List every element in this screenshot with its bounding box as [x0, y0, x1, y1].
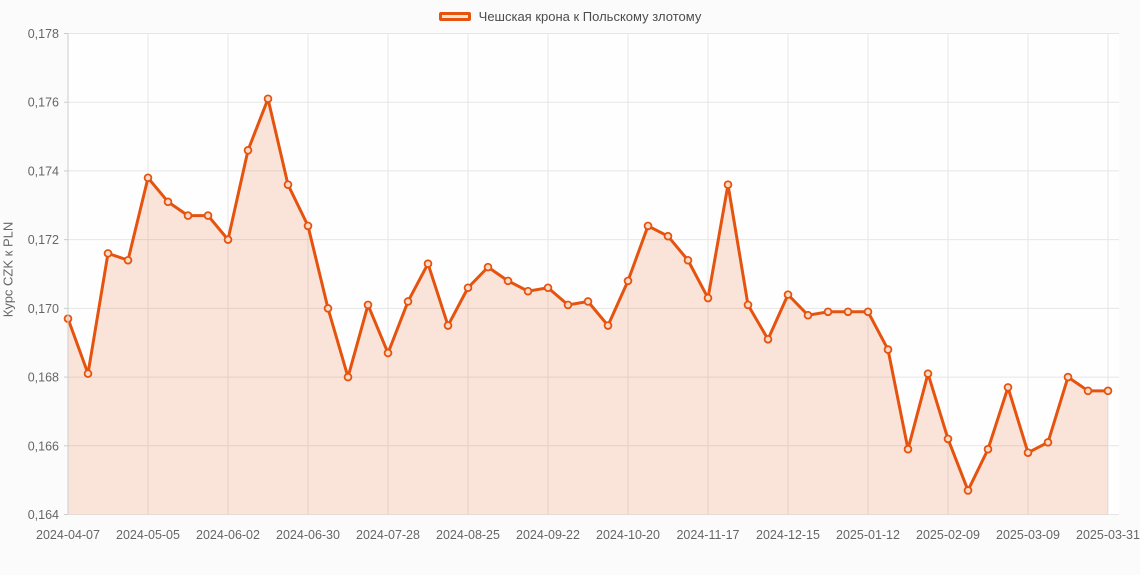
data-point-marker[interactable] [903, 444, 913, 454]
data-point-marker[interactable] [163, 197, 173, 207]
data-point-marker[interactable] [623, 276, 633, 286]
series-area [68, 98, 1108, 515]
data-point-marker[interactable] [1043, 438, 1053, 447]
data-point-marker[interactable] [523, 286, 533, 296]
x-tick-label: 2024-07-28 [356, 528, 420, 542]
y-tick-label: 0,164 [28, 508, 59, 522]
data-point-marker[interactable] [1023, 448, 1033, 457]
data-point-marker[interactable] [883, 345, 893, 354]
x-tick-labels: 2024-04-07 2024-05-05 2024-06-02 2024-06-30… [36, 528, 1140, 542]
y-tick-label: 0,174 [28, 164, 59, 178]
y-tick-label: 0,172 [28, 233, 59, 247]
legend-item[interactable]: Чешская крона к Польскому злотому [0, 6, 1140, 26]
legend-label: Чешская крона к Польскому злотому [478, 8, 702, 24]
data-point-marker[interactable] [763, 334, 773, 344]
data-point-marker[interactable] [563, 300, 573, 310]
data-point-marker[interactable] [143, 173, 153, 183]
x-tick-label: 2024-08-25 [436, 528, 500, 542]
y-axis-ticks [64, 33, 68, 515]
x-tick-label: 2024-06-30 [276, 528, 340, 542]
x-tick-label: 2024-05-05 [116, 528, 180, 542]
data-point-marker[interactable] [483, 262, 493, 272]
data-point-marker[interactable] [743, 300, 753, 310]
y-tick-label: 0,168 [28, 371, 59, 385]
data-point-marker[interactable] [1103, 386, 1113, 396]
data-point-marker[interactable] [683, 255, 693, 265]
data-point-marker[interactable] [363, 300, 373, 310]
data-point-marker[interactable] [263, 94, 273, 104]
data-point-marker[interactable] [223, 235, 233, 244]
data-point-marker[interactable] [703, 293, 713, 303]
data-point-marker[interactable] [323, 304, 333, 313]
data-point-marker[interactable] [1083, 386, 1093, 396]
legend-swatch-icon [438, 11, 471, 21]
data-point-markers [63, 94, 1113, 495]
data-point-marker[interactable] [283, 180, 293, 189]
data-point-marker[interactable] [923, 369, 933, 378]
data-point-marker[interactable] [663, 231, 673, 241]
data-point-marker[interactable] [1063, 372, 1073, 382]
data-point-marker[interactable] [183, 211, 193, 220]
data-point-marker[interactable] [943, 434, 953, 444]
data-point-marker[interactable] [603, 321, 613, 330]
y-axis-title: Курс CZK к PLN [0, 221, 16, 318]
y-tick-label: 0,166 [28, 439, 59, 453]
data-point-marker[interactable] [243, 146, 253, 155]
data-point-marker[interactable] [863, 307, 873, 317]
x-tick-label: 2025-01-12 [836, 528, 900, 542]
x-tick-label: 2025-03-09 [996, 528, 1060, 542]
data-point-marker[interactable] [403, 297, 413, 306]
data-point-marker[interactable] [543, 283, 553, 293]
plot-background [68, 33, 1119, 515]
x-tick-label: 2024-11-17 [676, 528, 739, 542]
data-point-marker[interactable] [723, 180, 733, 189]
data-point-marker[interactable] [423, 259, 433, 268]
y-tick-labels: 0,178 0,176 0,174 0,172 0,170 0,168 0,166 0,164 [28, 27, 59, 522]
data-point-marker[interactable] [583, 297, 593, 306]
x-tick-label: 2024-10-20 [596, 528, 660, 542]
data-point-marker[interactable] [643, 221, 653, 231]
vertical-gridlines [67, 33, 1109, 515]
data-point-marker[interactable] [963, 486, 973, 495]
data-point-marker[interactable] [303, 221, 313, 231]
data-point-marker[interactable] [783, 290, 793, 299]
y-tick-label: 0,176 [28, 96, 59, 110]
data-point-marker[interactable] [803, 310, 813, 320]
x-tick-label: 2024-12-15 [756, 528, 820, 542]
data-point-marker[interactable] [443, 321, 453, 330]
x-tick-label: 2025-03-31 [1076, 528, 1140, 542]
y-tick-label: 0,170 [28, 302, 59, 316]
y-tick-label: 0,178 [28, 27, 59, 41]
x-tick-label: 2024-06-02 [196, 528, 260, 542]
x-tick-label: 2024-04-07 [36, 528, 100, 542]
data-point-marker[interactable] [983, 444, 993, 454]
x-tick-label: 2025-02-09 [916, 528, 980, 542]
data-point-marker[interactable] [383, 348, 393, 358]
data-point-marker[interactable] [343, 372, 353, 382]
x-tick-label: 2024-09-22 [516, 528, 580, 542]
data-point-marker[interactable] [103, 249, 113, 258]
data-point-marker[interactable] [843, 307, 853, 317]
data-point-marker[interactable] [203, 211, 213, 220]
data-point-marker[interactable] [1003, 383, 1013, 392]
data-point-marker[interactable] [123, 255, 133, 265]
data-point-marker[interactable] [823, 307, 833, 317]
data-point-marker[interactable] [503, 276, 513, 286]
data-point-marker[interactable] [463, 283, 473, 293]
data-point-marker[interactable] [83, 369, 93, 378]
